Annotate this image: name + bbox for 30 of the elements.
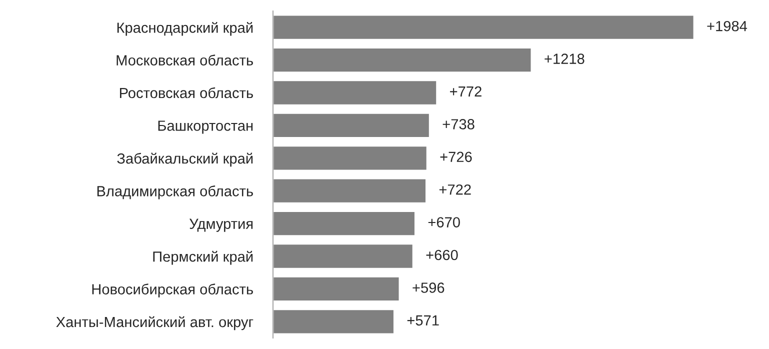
bar: [273, 80, 438, 106]
y-tick-label: Забайкальский край: [117, 152, 253, 167]
y-tick-label: Пермский край: [153, 250, 253, 265]
y-tick-label: Краснодарский край: [117, 22, 253, 36]
bar: [273, 178, 427, 204]
data-label: +726: [440, 152, 472, 162]
bar: [273, 112, 430, 138]
bar: [273, 276, 400, 302]
bar: [273, 145, 428, 172]
data-label: +738: [442, 119, 474, 130]
data-label: +660: [426, 250, 458, 260]
y-tick-label: Ростовская область: [120, 87, 253, 98]
data-label: +670: [428, 217, 460, 228]
y-tick-label: Новосибирская область: [92, 284, 253, 298]
y-tick-label: Московская область: [116, 54, 253, 66]
bar: [273, 14, 694, 40]
y-tick-label: Владимирская область: [97, 186, 253, 200]
data-label: +571: [407, 315, 439, 326]
data-label: +1218: [544, 54, 584, 64]
data-label: +596: [412, 282, 444, 293]
data-label: +772: [450, 86, 482, 97]
data-label: +722: [439, 184, 471, 195]
y-tick-label: Ханты-Мансийский авт. округ: [56, 316, 254, 330]
bar: [273, 47, 532, 74]
y-tick-label: Башкортостан: [158, 120, 253, 134]
bar: [273, 243, 414, 270]
bar: [273, 210, 416, 237]
y-tick-label: Удмуртия: [189, 218, 253, 232]
bar: [273, 308, 395, 335]
data-label: +1984: [707, 20, 748, 32]
